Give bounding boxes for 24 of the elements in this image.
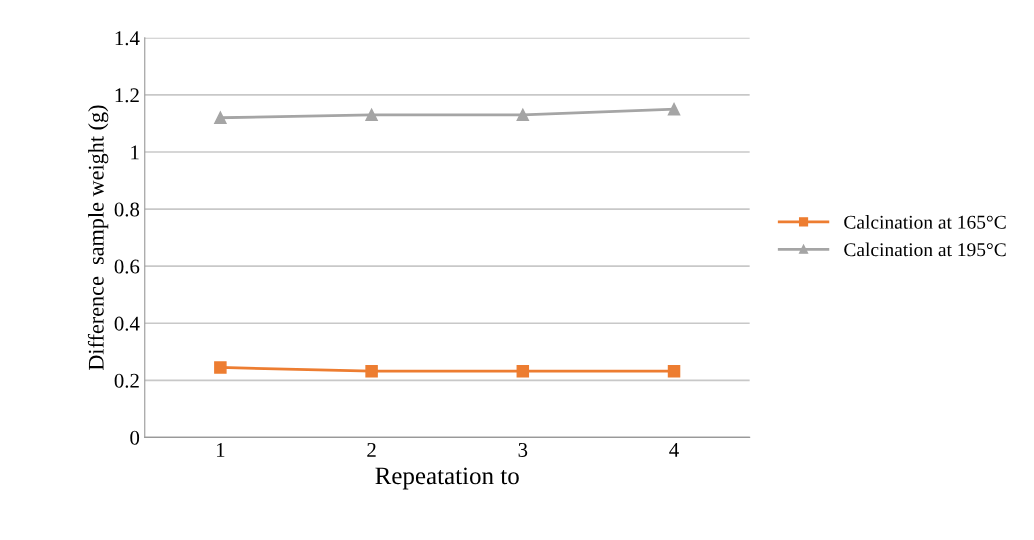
point [667,364,681,378]
x-tick-label: 2 [367,442,376,457]
legend-label: Calcination at 195°C [844,242,1006,257]
y-tick-label: 0.4 [114,316,140,331]
y-axis-title: Difference sample weight (g) [87,105,109,371]
y-tick-label: 0.2 [114,373,139,388]
y-tick-label: 1 [131,145,139,160]
x-axis-title: Repeatation to [375,467,519,490]
point [516,364,530,378]
point [365,108,378,122]
y-tick-label: 1.4 [115,31,140,46]
x-tick-label: 4 [669,443,679,457]
point [667,102,681,116]
y-tick-label: 0 [130,430,140,445]
point [365,364,378,378]
point [516,108,530,122]
point [214,111,227,124]
y-tick-label: 1.2 [115,88,139,103]
legend-label: Calcination at 165°C [844,215,1006,229]
x-tick-label: 1 [217,442,225,457]
point [214,361,227,374]
y-tick-label: 0.8 [114,202,140,217]
y-tick-label: 0.6 [114,259,140,274]
x-tick-label: 3 [518,442,528,457]
